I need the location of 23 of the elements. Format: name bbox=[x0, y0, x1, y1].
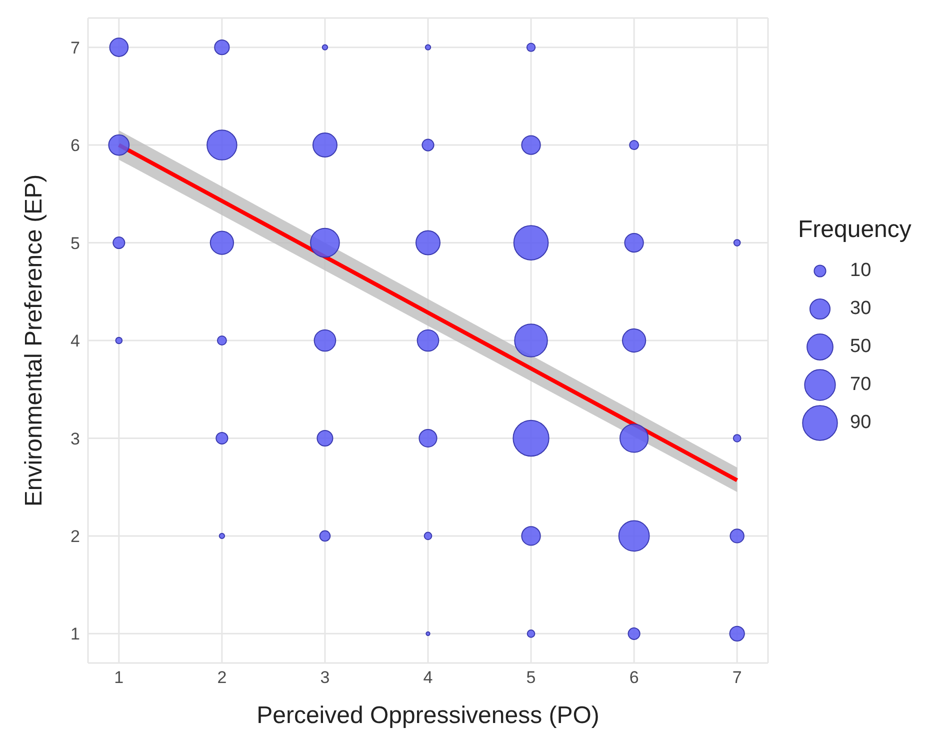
y-tick-label: 7 bbox=[70, 38, 80, 58]
legend-label: 50 bbox=[850, 336, 872, 358]
legend-label: 70 bbox=[850, 374, 872, 396]
x-tick-label: 4 bbox=[423, 668, 433, 688]
y-tick-label: 1 bbox=[70, 624, 80, 644]
y-tick-label: 5 bbox=[70, 234, 80, 253]
x-tick-label: 2 bbox=[217, 668, 227, 688]
legend-label: 90 bbox=[850, 412, 872, 434]
size-legend: Frequency 10 30 50 70 90 bbox=[798, 216, 933, 442]
legend-title: Frequency bbox=[798, 216, 912, 244]
x-tick-label: 7 bbox=[732, 668, 742, 688]
y-tick-label: 6 bbox=[70, 136, 80, 156]
x-axis-title: Perceived Oppressiveness (PO) bbox=[256, 702, 600, 729]
y-tick-label: 3 bbox=[70, 429, 80, 448]
y-tick-label: 4 bbox=[70, 332, 80, 351]
y-axis-title: Environmental Preference (EP) bbox=[20, 174, 48, 507]
y-tick-label: 2 bbox=[70, 526, 80, 546]
x-tick-label: 3 bbox=[320, 668, 330, 688]
legend-label: 10 bbox=[850, 260, 872, 282]
x-tick-label: 5 bbox=[526, 668, 536, 688]
x-tick-label: 1 bbox=[114, 668, 124, 688]
x-tick-label: 6 bbox=[629, 668, 639, 688]
legend-label: 30 bbox=[850, 298, 872, 320]
